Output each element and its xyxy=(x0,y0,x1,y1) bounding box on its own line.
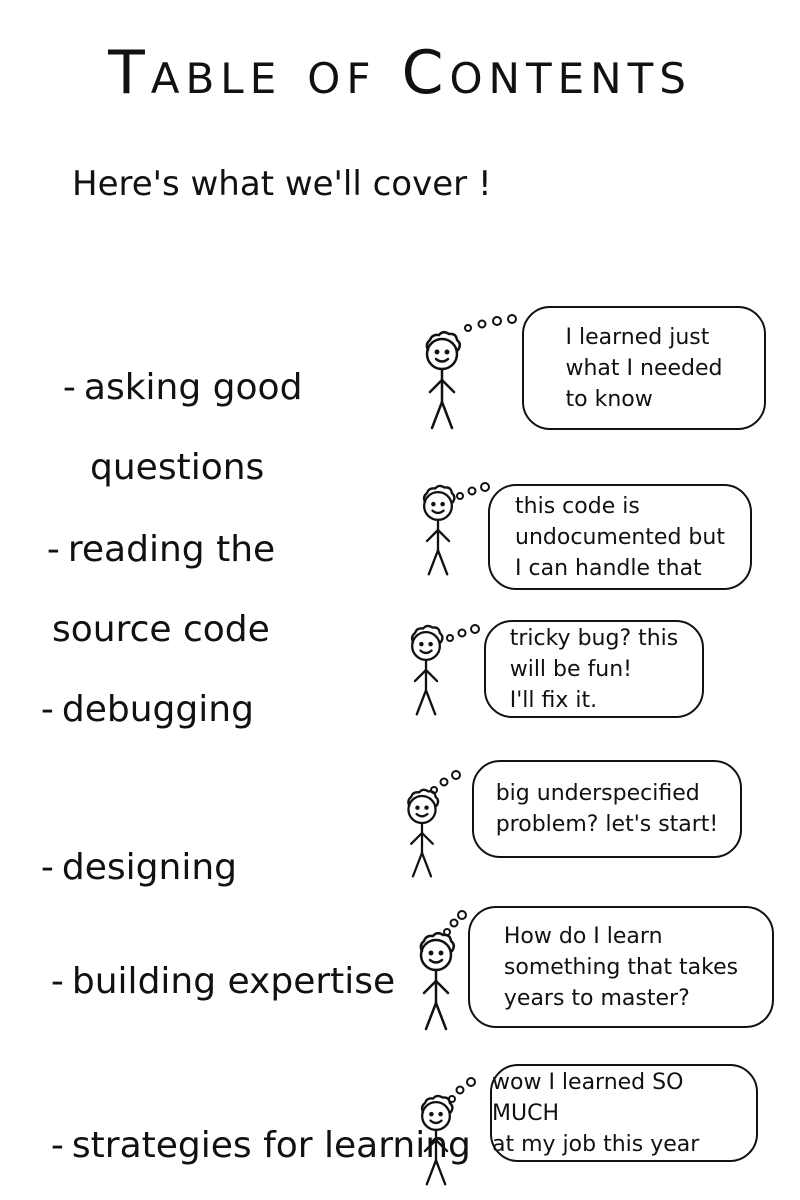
toc-item-line: debugging xyxy=(61,689,254,730)
thought-bubble: tricky bug? this will be fun! I'll fix i… xyxy=(484,620,704,718)
thought-dots-icon xyxy=(464,314,517,332)
toc-item-line: asking good xyxy=(83,367,303,408)
thought-text: How do I learn something that takes year… xyxy=(503,923,739,1011)
toc-item-designing: - designing xyxy=(40,847,237,888)
toc-item-asking-good-questions: - asking good questions xyxy=(40,328,303,528)
stick-figure-icon xyxy=(419,932,455,1031)
toc-item-debugging: - debugging xyxy=(40,689,254,730)
toc-item-line: reading the xyxy=(67,529,276,570)
toc-item-line: building expertise xyxy=(71,961,396,1002)
stick-figure-icon xyxy=(410,624,444,716)
thought-text: tricky bug? this will be fun! I'll fix i… xyxy=(509,625,679,713)
thought-bubble: this code is undocumented but I can hand… xyxy=(488,484,752,590)
toc-item-reading-the-source-code: - reading the source code xyxy=(24,490,275,690)
thought-dots-icon xyxy=(446,624,480,642)
page-title: Table of Contents xyxy=(108,38,692,108)
thought-bubble: How do I learn something that takes year… xyxy=(468,906,774,1028)
toc-item-building-expertise: - building expertise xyxy=(50,961,396,1002)
thought-text: wow I learned SO MUCH at my job this yea… xyxy=(492,1069,700,1157)
subtitle: Here's what we'll cover ! xyxy=(72,164,492,204)
thought-dots-icon xyxy=(448,1077,476,1103)
toc-item-strategies-for-learning: - strategies for learning xyxy=(50,1125,471,1166)
thought-dots-icon xyxy=(430,770,461,794)
thought-dots-icon xyxy=(456,482,490,500)
stick-figure-icon xyxy=(407,788,440,878)
toc-item-line: source code xyxy=(52,609,270,650)
thought-text: big underspecified problem? let's start! xyxy=(495,781,719,837)
thought-bubble: big underspecified problem? let's start! xyxy=(472,760,742,858)
stick-figure-icon xyxy=(420,1094,454,1186)
subtitle-text: Here's what we'll cover xyxy=(72,164,468,204)
thought-text: I learned just what I needed to know xyxy=(565,324,723,412)
stick-figure-icon xyxy=(425,331,461,430)
thought-dots-icon xyxy=(443,910,467,936)
thought-bubble: wow I learned SO MUCH at my job this yea… xyxy=(490,1064,758,1162)
subtitle-exclamation: ! xyxy=(477,164,492,204)
toc-item-line: questions xyxy=(90,447,265,488)
stick-figure-icon xyxy=(422,484,456,576)
thought-text: this code is undocumented but I can hand… xyxy=(515,493,725,581)
toc-item-line: designing xyxy=(61,847,237,888)
thought-bubble: I learned just what I needed to know xyxy=(522,306,766,430)
toc-item-line: strategies for learning xyxy=(71,1125,471,1166)
